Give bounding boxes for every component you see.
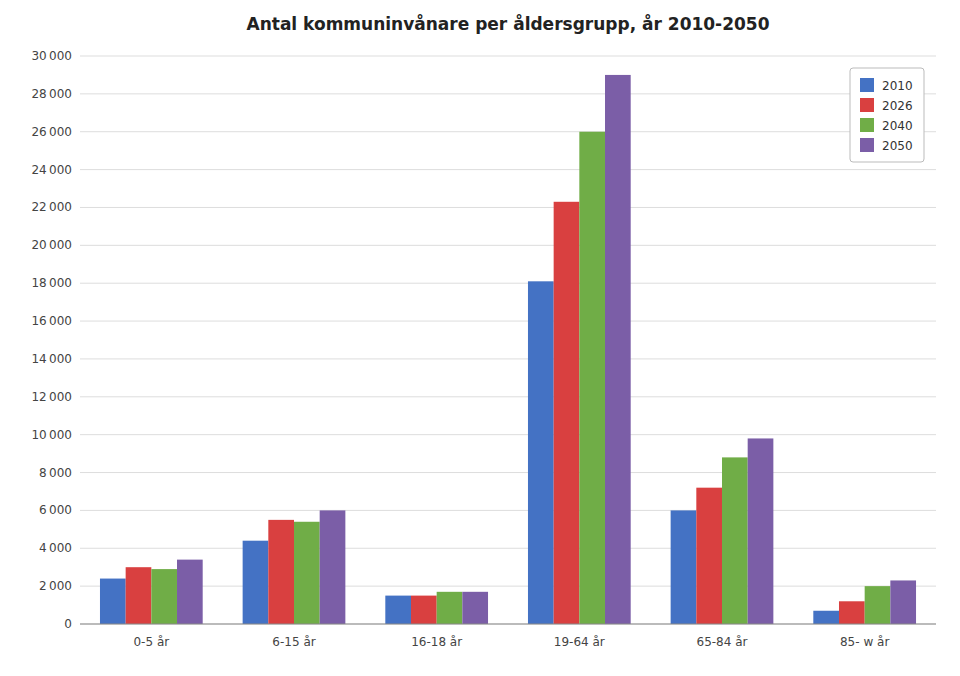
chart-container: Antal kommuninvånare per åldersgrupp, år… bbox=[0, 0, 960, 676]
bar bbox=[579, 132, 605, 624]
grid-line bbox=[80, 472, 936, 473]
y-axis: 0 2 000 4 000 6 000 8 000 10 000 12 000 14 000 1… bbox=[31, 49, 936, 631]
bar bbox=[294, 522, 320, 624]
x-tick-label: 65-84 år bbox=[697, 635, 748, 649]
chart-title: Antal kommuninvånare per åldersgrupp, år… bbox=[247, 13, 770, 34]
grid-line bbox=[80, 358, 936, 359]
x-tick-label: 19-64 år bbox=[554, 635, 605, 649]
grid-line bbox=[80, 586, 936, 587]
legend-label: 2050 bbox=[882, 139, 913, 153]
bar bbox=[813, 611, 839, 624]
grid-line bbox=[80, 245, 936, 246]
grid-line bbox=[80, 510, 936, 511]
y-tick-label: 10 000 bbox=[31, 428, 72, 442]
y-tick-label: 26 000 bbox=[31, 125, 72, 139]
bar bbox=[151, 569, 177, 624]
grid-line bbox=[80, 624, 936, 625]
bar bbox=[671, 510, 697, 624]
y-tick-label: 14 000 bbox=[31, 352, 72, 366]
bar bbox=[722, 457, 748, 624]
x-axis: 0-5 år 6-15 år 16-18 år 19-64 år 65-84 år 85-… bbox=[80, 624, 936, 649]
bar bbox=[462, 592, 488, 624]
y-tick-label: 18 000 bbox=[31, 276, 72, 290]
y-tick-label: 20 000 bbox=[31, 238, 72, 252]
bar bbox=[126, 567, 152, 624]
bar bbox=[865, 586, 891, 624]
y-tick-label: 8 000 bbox=[39, 466, 72, 480]
grid-line bbox=[80, 131, 936, 132]
legend-swatch bbox=[860, 98, 874, 112]
bar bbox=[385, 596, 411, 624]
bar bbox=[243, 541, 269, 624]
grid-line bbox=[80, 548, 936, 549]
x-tick-label: 85- w år bbox=[840, 635, 889, 649]
bar bbox=[177, 560, 203, 624]
bar bbox=[320, 510, 346, 624]
bar bbox=[839, 601, 865, 624]
bar bbox=[554, 202, 580, 624]
bar bbox=[100, 579, 126, 624]
legend-swatch bbox=[860, 118, 874, 132]
bar bbox=[748, 438, 774, 624]
y-tick-label: 12 000 bbox=[31, 390, 72, 404]
y-tick-label: 22 000 bbox=[31, 200, 72, 214]
y-tick-label: 30 000 bbox=[31, 49, 72, 63]
bars bbox=[100, 75, 916, 624]
grid-line bbox=[80, 283, 936, 284]
legend-box bbox=[850, 68, 924, 162]
bar bbox=[268, 520, 294, 624]
grid-line bbox=[80, 207, 936, 208]
x-tick-label: 16-18 år bbox=[411, 635, 462, 649]
bar bbox=[528, 281, 554, 624]
legend: 2010 2026 2040 2050 bbox=[850, 68, 924, 162]
legend-swatch bbox=[860, 78, 874, 92]
grid-line bbox=[80, 321, 936, 322]
grid-line bbox=[80, 434, 936, 435]
bar bbox=[605, 75, 631, 624]
bar bbox=[437, 592, 463, 624]
y-tick-label: 6 000 bbox=[39, 503, 72, 517]
legend-label: 2026 bbox=[882, 99, 913, 113]
grid-line bbox=[80, 169, 936, 170]
x-tick-label: 0-5 år bbox=[133, 635, 169, 649]
grid-line bbox=[80, 56, 936, 57]
y-tick-label: 2 000 bbox=[39, 579, 72, 593]
chart-svg: Antal kommuninvånare per åldersgrupp, år… bbox=[0, 0, 960, 676]
legend-label: 2010 bbox=[882, 79, 913, 93]
bar bbox=[890, 580, 916, 624]
grid-line bbox=[80, 93, 936, 94]
bar bbox=[696, 488, 722, 624]
legend-label: 2040 bbox=[882, 119, 913, 133]
grid-line bbox=[80, 396, 936, 397]
y-tick-label: 24 000 bbox=[31, 163, 72, 177]
y-tick-label: 28 000 bbox=[31, 87, 72, 101]
y-tick-label: 0 bbox=[64, 617, 72, 631]
x-axis-line bbox=[80, 624, 936, 625]
bar bbox=[411, 596, 437, 624]
legend-swatch bbox=[860, 138, 874, 152]
y-tick-label: 16 000 bbox=[31, 314, 72, 328]
y-tick-label: 4 000 bbox=[39, 541, 72, 555]
x-tick-label: 6-15 år bbox=[272, 635, 315, 649]
